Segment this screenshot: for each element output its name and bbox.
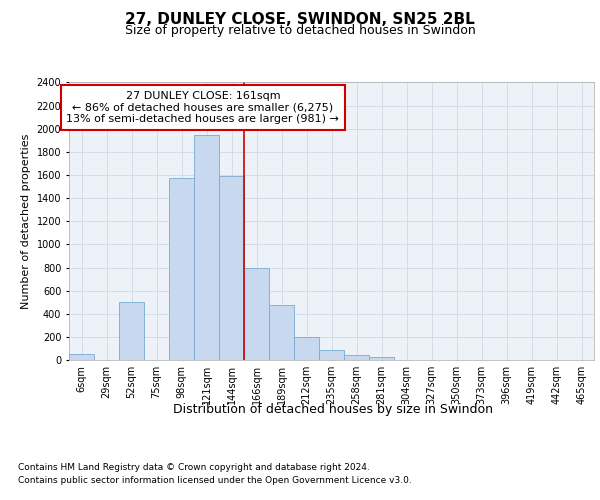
Text: Size of property relative to detached houses in Swindon: Size of property relative to detached ho… xyxy=(125,24,475,37)
Bar xyxy=(69,354,94,360)
Bar xyxy=(344,356,369,360)
Bar xyxy=(219,176,244,360)
Bar xyxy=(294,337,319,360)
Text: Contains HM Land Registry data © Crown copyright and database right 2024.: Contains HM Land Registry data © Crown c… xyxy=(18,462,370,471)
Text: Distribution of detached houses by size in Swindon: Distribution of detached houses by size … xyxy=(173,402,493,415)
Y-axis label: Number of detached properties: Number of detached properties xyxy=(21,134,31,309)
Bar xyxy=(244,268,269,360)
Bar xyxy=(369,356,394,360)
Bar xyxy=(319,350,344,360)
Text: Contains public sector information licensed under the Open Government Licence v3: Contains public sector information licen… xyxy=(18,476,412,485)
Text: 27, DUNLEY CLOSE, SWINDON, SN25 2BL: 27, DUNLEY CLOSE, SWINDON, SN25 2BL xyxy=(125,12,475,28)
Bar xyxy=(169,178,194,360)
Bar xyxy=(194,134,219,360)
Bar xyxy=(119,302,144,360)
Bar xyxy=(269,304,294,360)
Text: 27 DUNLEY CLOSE: 161sqm
← 86% of detached houses are smaller (6,275)
13% of semi: 27 DUNLEY CLOSE: 161sqm ← 86% of detache… xyxy=(67,91,340,124)
